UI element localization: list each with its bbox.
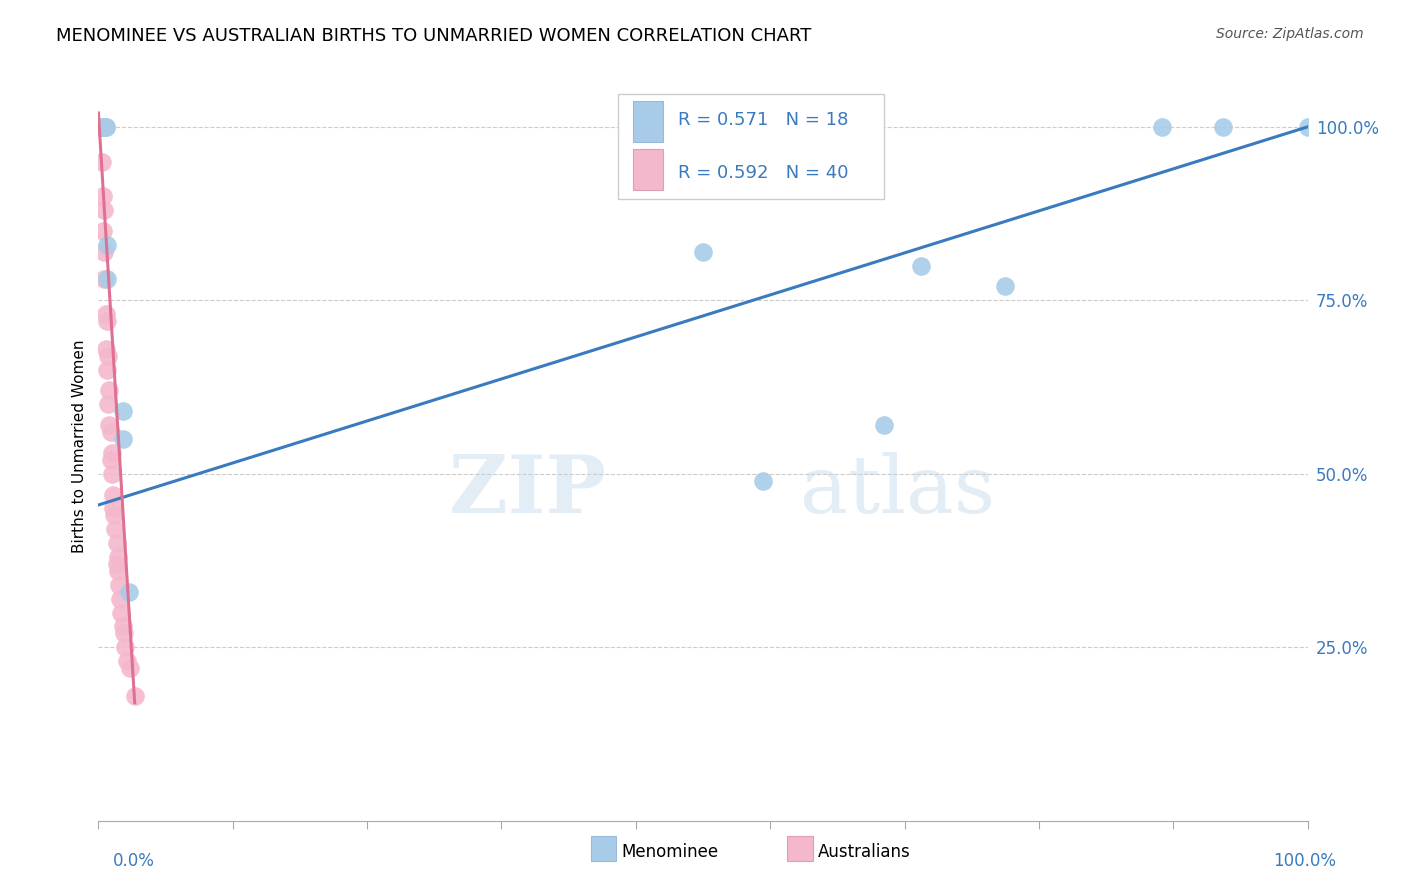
Point xyxy=(114,640,136,655)
Point xyxy=(692,244,714,259)
Point xyxy=(104,522,127,536)
Point xyxy=(111,619,134,633)
Text: Australians: Australians xyxy=(818,843,911,861)
Text: R = 0.592   N = 40: R = 0.592 N = 40 xyxy=(678,163,848,181)
Text: 100.0%: 100.0% xyxy=(1272,852,1336,870)
Point xyxy=(96,362,118,376)
Point xyxy=(118,661,141,675)
Point xyxy=(98,418,121,433)
Point xyxy=(752,474,775,488)
Point xyxy=(107,564,129,578)
Text: ZIP: ZIP xyxy=(450,452,606,530)
Text: Source: ZipAtlas.com: Source: ZipAtlas.com xyxy=(1216,27,1364,41)
Point xyxy=(89,120,111,134)
Point xyxy=(93,272,115,286)
Point xyxy=(103,508,125,523)
Text: R = 0.571   N = 18: R = 0.571 N = 18 xyxy=(678,112,848,129)
Point xyxy=(94,120,117,134)
Point xyxy=(93,120,115,134)
Y-axis label: Births to Unmarried Women: Births to Unmarried Women xyxy=(72,339,87,553)
Point xyxy=(107,549,129,564)
Bar xyxy=(633,149,664,190)
FancyBboxPatch shape xyxy=(619,94,884,199)
Point xyxy=(100,467,122,481)
Point xyxy=(1152,120,1174,134)
Point xyxy=(94,342,117,356)
Point xyxy=(91,120,114,134)
Point xyxy=(873,418,896,433)
Point xyxy=(90,120,112,134)
Point xyxy=(100,446,122,460)
Point xyxy=(910,259,932,273)
Point xyxy=(96,314,118,328)
Point xyxy=(93,203,115,218)
Point xyxy=(108,591,131,606)
Point xyxy=(105,557,128,571)
Point xyxy=(100,425,122,439)
Point xyxy=(89,120,111,134)
Point xyxy=(98,384,121,398)
Point xyxy=(101,501,124,516)
Point xyxy=(111,404,134,418)
Text: atlas: atlas xyxy=(800,452,995,530)
Point xyxy=(90,120,112,134)
Bar xyxy=(633,101,664,142)
Text: Menominee: Menominee xyxy=(621,843,718,861)
Point xyxy=(105,536,128,550)
Text: 0.0%: 0.0% xyxy=(112,852,155,870)
Point xyxy=(100,453,122,467)
Text: MENOMINEE VS AUSTRALIAN BIRTHS TO UNMARRIED WOMEN CORRELATION CHART: MENOMINEE VS AUSTRALIAN BIRTHS TO UNMARR… xyxy=(56,27,811,45)
Point xyxy=(93,244,115,259)
Point xyxy=(97,397,120,411)
Point xyxy=(91,189,114,203)
Point xyxy=(111,432,134,446)
Point xyxy=(97,349,120,363)
Point xyxy=(110,606,132,620)
Point xyxy=(101,487,124,501)
Point xyxy=(117,654,139,668)
Point xyxy=(994,279,1017,293)
Point xyxy=(1296,120,1319,134)
Point xyxy=(93,120,115,134)
Point xyxy=(124,689,146,703)
Point xyxy=(91,154,114,169)
Point xyxy=(1212,120,1234,134)
Point xyxy=(91,120,114,134)
Point xyxy=(96,237,118,252)
Point xyxy=(118,584,141,599)
Point xyxy=(112,626,135,640)
Point xyxy=(91,224,114,238)
Point xyxy=(108,578,131,592)
Point xyxy=(96,272,118,286)
Point xyxy=(94,120,117,134)
Point xyxy=(94,307,117,321)
